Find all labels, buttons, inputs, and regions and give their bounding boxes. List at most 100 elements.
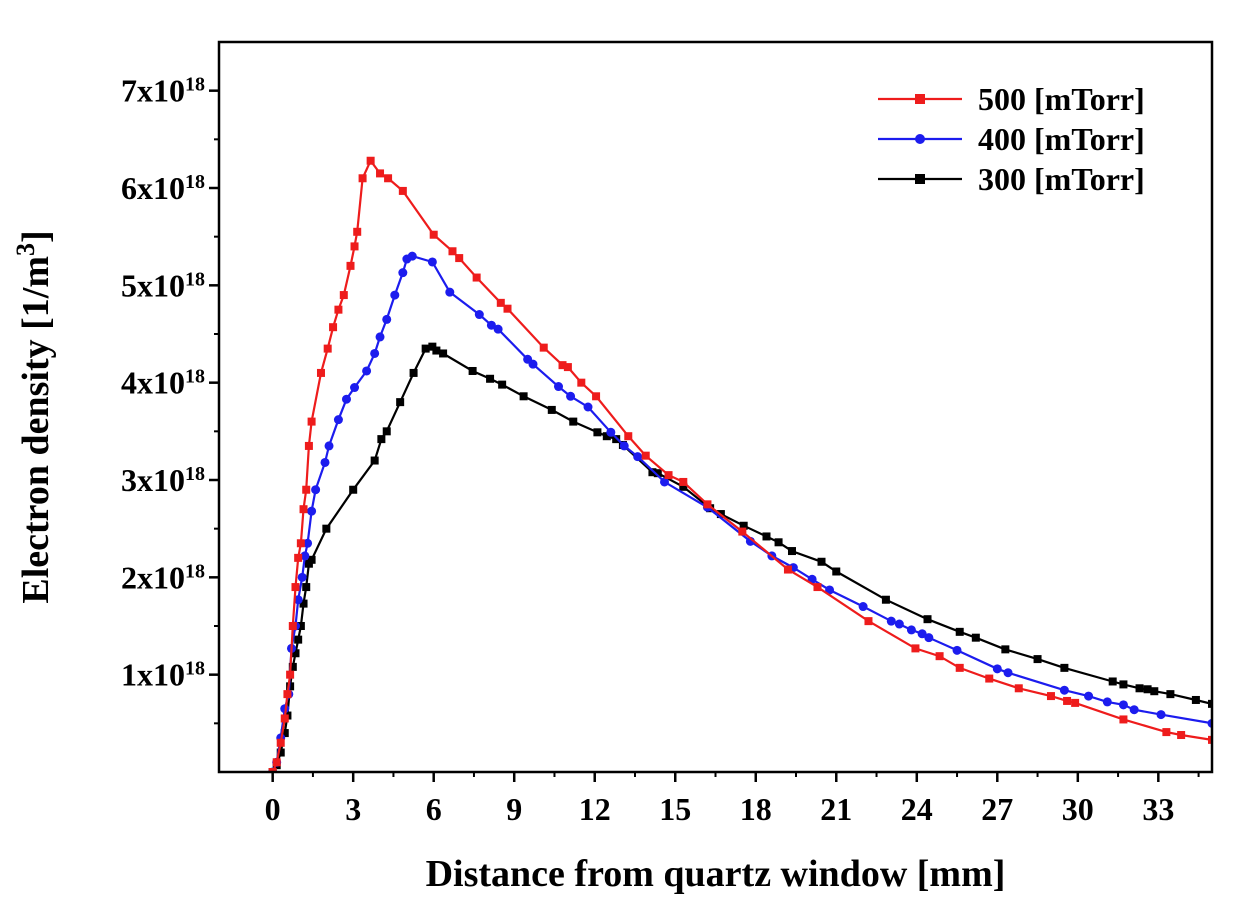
data-point [1129, 705, 1139, 715]
data-point [299, 505, 308, 514]
data-point [547, 405, 556, 414]
y-tick-label: 3x1018 [121, 462, 205, 498]
data-point [377, 435, 386, 444]
x-tick-label: 15 [659, 791, 691, 827]
data-point [1162, 728, 1171, 737]
data-point [288, 662, 297, 671]
data-point [498, 380, 507, 389]
data-point [396, 398, 405, 407]
data-point [519, 392, 528, 401]
legend-item: 500 [mTorr] [878, 81, 1145, 117]
data-point [660, 477, 670, 487]
x-tick-label: 33 [1142, 791, 1174, 827]
x-axis: 0 3 6 9 12 15 18 21 24 27 30 33 [265, 772, 1200, 827]
data-point [1119, 680, 1128, 689]
data-point [503, 304, 512, 313]
data-point [924, 633, 934, 643]
data-point [346, 261, 355, 270]
x-tick-label: 0 [265, 791, 281, 827]
data-point [376, 169, 385, 178]
data-point [339, 291, 348, 300]
data-point [1001, 645, 1010, 654]
data-point [474, 310, 484, 320]
data-point [280, 729, 289, 738]
data-point [1033, 655, 1042, 664]
y-tick-label: 1x1018 [121, 657, 205, 693]
data-point [288, 622, 297, 630]
data-point [283, 690, 292, 699]
data-point [291, 649, 300, 658]
data-point [619, 441, 629, 451]
data-point [592, 392, 601, 401]
data-point [593, 428, 602, 437]
data-point [952, 645, 962, 655]
data-point [817, 557, 826, 566]
x-axis-label: Distance from quartz window [mm] [426, 853, 1006, 895]
x-tick-label: 18 [740, 791, 772, 827]
data-point [294, 635, 303, 644]
data-point [428, 342, 437, 351]
legend: 500 [mTorr] 400 [mTorr] 300 [mTorr] [878, 81, 1145, 197]
data-point [935, 652, 944, 661]
data-point [334, 305, 343, 314]
data-point [398, 186, 407, 195]
data-point [300, 551, 310, 561]
data-point [296, 622, 305, 630]
data-point [539, 343, 548, 352]
data-point [1046, 692, 1055, 701]
data-point [703, 500, 712, 509]
series-500-mtorr [268, 156, 1212, 772]
data-point [486, 320, 496, 330]
data-point [971, 633, 980, 642]
data-point [1084, 691, 1094, 701]
data-point [293, 595, 303, 605]
data-point [472, 273, 481, 282]
data-point [864, 617, 873, 626]
data-point [370, 348, 380, 358]
data-point [1191, 695, 1200, 704]
data-point [429, 230, 438, 239]
y-axis-label: Electron density [1/m3] [11, 230, 58, 603]
data-point [272, 758, 281, 767]
data-point [329, 323, 338, 332]
data-point [1060, 663, 1069, 672]
data-point [648, 468, 657, 477]
data-point [366, 156, 375, 165]
data-point [390, 290, 400, 300]
data-point [886, 616, 896, 626]
data-point [445, 287, 455, 297]
legend-label: 500 [mTorr] [978, 81, 1145, 117]
data-point [813, 583, 822, 592]
data-point [955, 663, 964, 672]
data-point [563, 363, 572, 372]
data-point [641, 451, 650, 460]
series-line [271, 345, 1212, 772]
data-point [302, 485, 311, 494]
y-axis-label-close: ] [15, 230, 57, 243]
data-point [1108, 677, 1117, 686]
x-tick-label: 21 [820, 791, 852, 827]
data-point [633, 452, 643, 462]
data-point [1135, 684, 1144, 693]
data-point [858, 602, 868, 612]
data-point [602, 432, 611, 441]
data-point [294, 553, 303, 562]
y-tick-label: 4x1018 [121, 365, 205, 401]
data-point [409, 368, 418, 377]
data-point [569, 417, 578, 426]
data-point [382, 427, 391, 436]
data-point [881, 595, 890, 604]
data-point [322, 524, 331, 533]
data-point [307, 506, 317, 516]
data-point [448, 247, 457, 256]
data-point [553, 382, 563, 392]
data-point [985, 674, 994, 683]
data-point [350, 383, 360, 393]
x-tick-label: 30 [1062, 791, 1094, 827]
data-point [302, 583, 311, 592]
data-point [679, 477, 688, 486]
data-point [432, 346, 441, 355]
data-point [421, 344, 430, 353]
x-tick-label: 27 [981, 791, 1013, 827]
